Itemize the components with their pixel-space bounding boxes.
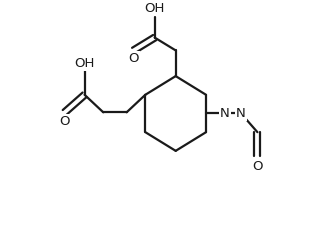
Text: N: N (236, 107, 246, 120)
Text: OH: OH (74, 57, 95, 70)
Text: N: N (220, 107, 230, 120)
Text: OH: OH (144, 2, 165, 15)
Text: O: O (128, 52, 139, 65)
Text: O: O (252, 160, 263, 173)
Text: O: O (59, 115, 70, 128)
